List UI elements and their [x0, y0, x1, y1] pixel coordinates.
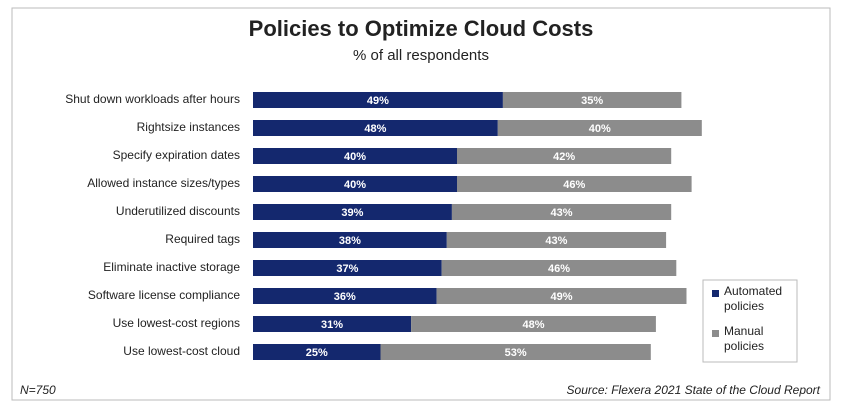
- bar-segment: [253, 232, 447, 248]
- bar-segment: [436, 288, 687, 304]
- legend-swatch: [712, 290, 719, 297]
- category-label: Required tags: [165, 232, 240, 246]
- legend-label: Automated policies: [724, 284, 783, 313]
- legend: [702, 279, 798, 363]
- bar-segment: [441, 260, 677, 276]
- value-label: 43%: [551, 207, 573, 219]
- bar-segment: [253, 92, 503, 108]
- bar-segment: [253, 148, 457, 164]
- chart-title: Policies to Optimize Cloud Costs: [249, 16, 594, 41]
- bar-segment: [253, 316, 412, 332]
- value-label: 49%: [551, 291, 573, 303]
- value-label: 46%: [563, 179, 585, 191]
- legend-swatch: [712, 330, 719, 337]
- value-label: 40%: [589, 123, 611, 135]
- chart-subtitle: % of all respondents: [353, 47, 489, 64]
- value-label: 48%: [364, 123, 386, 135]
- bar-segment: [253, 204, 452, 220]
- category-label: Underutilized discounts: [116, 204, 240, 218]
- legend-entry: Automated policies: [724, 284, 783, 313]
- value-label: 40%: [344, 179, 366, 191]
- note: N=750: [20, 383, 56, 397]
- bar-segment: [411, 316, 656, 332]
- value-label: 43%: [545, 235, 567, 247]
- legend-entry: Manual policies: [724, 324, 765, 353]
- category-label: Allowed instance sizes/types: [87, 176, 240, 190]
- bar-segment: [451, 204, 672, 220]
- value-label: 31%: [321, 319, 343, 331]
- category-label: Use lowest-cost regions: [113, 316, 240, 330]
- bar-segment: [457, 148, 672, 164]
- bar-segment: [457, 176, 692, 192]
- value-label: 48%: [522, 319, 544, 331]
- value-label: 46%: [548, 263, 570, 275]
- category-label: Rightsize instances: [137, 120, 240, 134]
- category-label: Use lowest-cost cloud: [123, 344, 240, 358]
- bar-segment: [497, 120, 702, 136]
- bar-segment: [253, 344, 381, 360]
- value-label: 35%: [581, 95, 603, 107]
- bar-segment: [253, 260, 442, 276]
- value-label: 25%: [306, 347, 328, 359]
- bar-segment: [253, 176, 457, 192]
- value-label: 39%: [341, 207, 363, 219]
- bar-segment: [380, 344, 651, 360]
- category-label: Eliminate inactive storage: [103, 260, 240, 274]
- value-label: 53%: [505, 347, 527, 359]
- source: Source: Flexera 2021 State of the Cloud …: [567, 383, 821, 397]
- category-label: Specify expiration dates: [113, 148, 240, 162]
- value-label: 40%: [344, 151, 366, 163]
- bar-segment: [253, 120, 498, 136]
- value-label: 49%: [367, 95, 389, 107]
- bar-segment: [253, 288, 437, 304]
- legend-label: Manual policies: [724, 324, 765, 353]
- value-label: 37%: [336, 263, 358, 275]
- frame: [11, 7, 831, 401]
- value-label: 38%: [339, 235, 361, 247]
- value-label: 36%: [334, 291, 356, 303]
- bar-segment: [502, 92, 682, 108]
- category-label: Shut down workloads after hours: [65, 92, 240, 106]
- category-label: Software license compliance: [88, 288, 240, 302]
- bar-segment: [446, 232, 667, 248]
- value-label: 42%: [553, 151, 575, 163]
